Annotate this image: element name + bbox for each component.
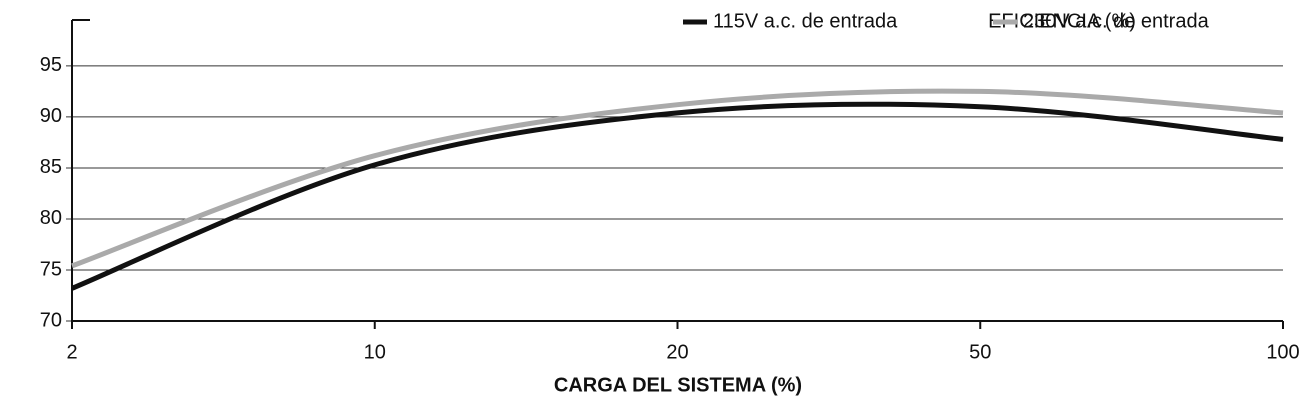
y-tick-label: 95	[40, 54, 62, 76]
y-tick-label: 75	[40, 258, 62, 280]
line-series	[71, 88, 1284, 269]
x-tick-label: 100	[1266, 341, 1299, 363]
x-tick-label: 2	[66, 341, 77, 363]
x-tick-label: 50	[969, 341, 991, 363]
x-tick-label: 10	[364, 341, 386, 363]
legend-label: 230V a.c. de entrada	[1023, 10, 1210, 32]
legend-label: 115V a.c. de entrada	[713, 10, 898, 32]
y-tick-label: 90	[40, 105, 62, 127]
x-axis-title: CARGA DEL SISTEMA (%)	[554, 374, 802, 396]
line-series	[71, 101, 1284, 291]
x-tick-label: 20	[666, 341, 688, 363]
y-axis-title: EFICIENCIA (%)	[988, 10, 1136, 32]
y-tick-label: 80	[40, 207, 62, 229]
y-tick-label: 70	[40, 309, 62, 331]
y-tick-label: 85	[40, 156, 62, 178]
